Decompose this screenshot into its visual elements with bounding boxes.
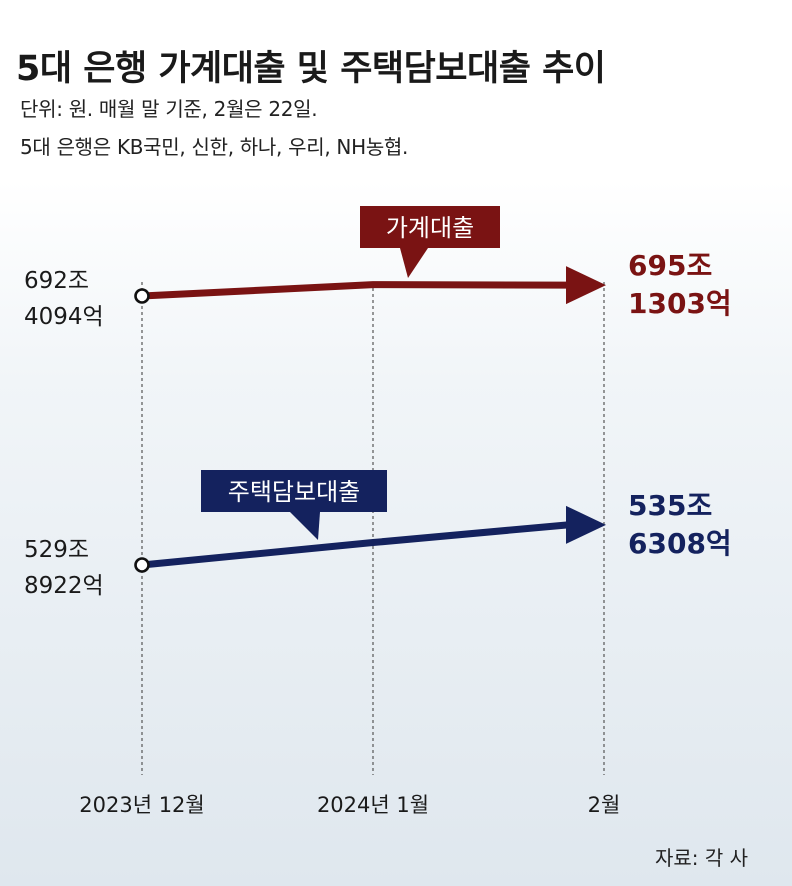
x-tick-label-2: 2월 xyxy=(588,793,621,817)
start-value-label-0-1: 4094억 xyxy=(24,304,104,330)
end-value-label-1-0: 535조 xyxy=(628,489,712,522)
series-start-point-0 xyxy=(134,288,150,304)
start-value-label-1-1: 8922억 xyxy=(24,573,104,599)
series-callout-box-0 xyxy=(360,206,500,248)
callout-tail-1 xyxy=(290,512,320,540)
unit-note: 단위: 원. 매월 말 기준, 2월은 22일. xyxy=(20,97,318,121)
x-tick-label-0: 2023년 12월 xyxy=(79,793,204,817)
end-value-label-0-1: 1303억 xyxy=(628,287,732,320)
chart-title: 5대 은행 가계대출 및 주택담보대출 추이 xyxy=(16,49,606,89)
series-start-point-1 xyxy=(134,557,150,573)
series-name-label-0: 가계대출 xyxy=(386,214,474,242)
series-name-label-1: 주택담보대출 xyxy=(228,478,360,506)
banks-note: 5대 은행은 KB국민, 신한, 하나, 우리, NH농협. xyxy=(20,135,409,159)
callout-tail-0 xyxy=(400,248,428,278)
x-tick-label-1: 2024년 1월 xyxy=(317,793,429,817)
series-callout-box-1 xyxy=(201,470,387,512)
series-line-0 xyxy=(141,281,569,300)
start-value-label-1-0: 529조 xyxy=(24,537,89,563)
series-line-1 xyxy=(141,521,569,569)
source-note: 자료: 각 사 xyxy=(654,846,748,870)
series-arrowhead-0 xyxy=(566,266,606,305)
series-arrowhead-1 xyxy=(566,505,606,544)
end-value-label-0-0: 695조 xyxy=(628,249,712,282)
end-value-label-1-1: 6308억 xyxy=(628,527,732,560)
start-value-label-0-0: 692조 xyxy=(24,268,89,294)
